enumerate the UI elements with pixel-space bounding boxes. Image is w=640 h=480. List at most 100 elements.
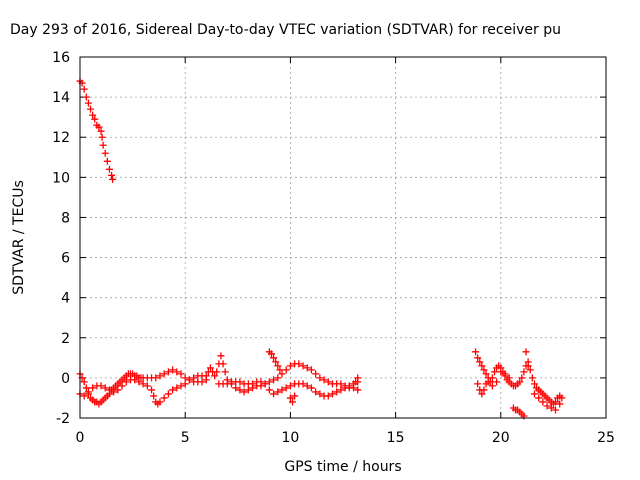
data-point bbox=[152, 374, 160, 382]
data-point bbox=[530, 390, 538, 398]
data-point bbox=[286, 394, 294, 402]
data-point bbox=[530, 380, 538, 388]
data-point bbox=[303, 364, 311, 372]
data-point bbox=[324, 392, 332, 400]
data-point bbox=[270, 390, 278, 398]
data-point bbox=[316, 374, 324, 382]
data-point bbox=[474, 380, 482, 388]
data-point bbox=[84, 99, 92, 107]
data-point bbox=[337, 380, 345, 388]
data-point bbox=[286, 382, 294, 390]
data-points bbox=[76, 77, 566, 420]
data-point bbox=[518, 374, 526, 382]
data-point bbox=[278, 370, 286, 378]
data-point bbox=[520, 368, 528, 376]
x-axis-label: GPS time / hours bbox=[284, 459, 401, 475]
data-point bbox=[337, 386, 345, 394]
data-point bbox=[282, 384, 290, 392]
data-point bbox=[282, 366, 290, 374]
data-point bbox=[169, 386, 177, 394]
y-tick-label: 10 bbox=[52, 170, 70, 186]
data-point bbox=[291, 392, 299, 400]
data-point bbox=[219, 360, 227, 368]
data-point bbox=[488, 374, 496, 382]
data-point bbox=[249, 380, 257, 388]
data-point bbox=[526, 366, 534, 374]
data-point bbox=[89, 384, 97, 392]
data-point bbox=[206, 364, 214, 372]
data-point bbox=[98, 133, 106, 141]
data-point bbox=[143, 382, 151, 390]
data-point bbox=[478, 390, 486, 398]
y-tick-label: 2 bbox=[61, 331, 70, 347]
y-tick-label: 14 bbox=[52, 90, 70, 106]
data-point bbox=[501, 370, 509, 378]
data-point bbox=[135, 378, 143, 386]
y-tick-label: 4 bbox=[61, 291, 70, 307]
data-point bbox=[488, 382, 496, 390]
y-tick-label: -2 bbox=[56, 411, 70, 427]
data-point bbox=[160, 370, 168, 378]
data-point bbox=[524, 362, 532, 370]
plot-frame bbox=[79, 56, 607, 419]
data-point bbox=[516, 378, 524, 386]
data-point bbox=[354, 374, 362, 382]
data-point bbox=[312, 388, 320, 396]
data-point bbox=[312, 370, 320, 378]
data-point bbox=[274, 374, 282, 382]
x-tick-label: 25 bbox=[597, 430, 615, 446]
data-point bbox=[99, 141, 107, 149]
data-point bbox=[89, 111, 97, 119]
data-point bbox=[261, 380, 269, 388]
data-point bbox=[110, 388, 118, 396]
data-point bbox=[482, 370, 490, 378]
data-point bbox=[257, 378, 265, 386]
data-point bbox=[213, 368, 221, 376]
data-point bbox=[198, 378, 206, 386]
data-point bbox=[556, 400, 564, 408]
chart-title: Day 293 of 2016, Sidereal Day-to-day VTE… bbox=[10, 22, 561, 38]
data-point bbox=[552, 406, 560, 414]
data-point bbox=[505, 374, 513, 382]
x-tick-label: 5 bbox=[181, 430, 190, 446]
data-point bbox=[80, 85, 88, 93]
y-axis-label: SDTVAR / TECUs bbox=[11, 180, 27, 295]
data-point bbox=[105, 386, 113, 394]
data-point bbox=[185, 376, 193, 384]
data-point bbox=[476, 358, 484, 366]
x-tick-label: 10 bbox=[281, 430, 299, 446]
data-point bbox=[82, 384, 90, 392]
data-point bbox=[484, 378, 492, 386]
data-point bbox=[131, 376, 139, 384]
data-point bbox=[80, 392, 88, 400]
data-point bbox=[480, 386, 488, 394]
data-point bbox=[156, 398, 164, 406]
data-point bbox=[164, 368, 172, 376]
data-point bbox=[354, 386, 362, 394]
data-point bbox=[169, 366, 177, 374]
y-tick-label: 0 bbox=[61, 371, 70, 387]
data-point bbox=[108, 171, 116, 179]
data-point bbox=[148, 386, 156, 394]
x-tick-label: 20 bbox=[492, 430, 510, 446]
data-point bbox=[558, 394, 566, 402]
data-point bbox=[286, 362, 294, 370]
data-point bbox=[240, 388, 248, 396]
data-point bbox=[223, 380, 231, 388]
data-point bbox=[267, 350, 275, 358]
data-point bbox=[480, 366, 488, 374]
data-point bbox=[114, 386, 122, 394]
data-point bbox=[474, 354, 482, 362]
data-point bbox=[164, 390, 172, 398]
data-point bbox=[101, 384, 109, 392]
data-point bbox=[299, 380, 307, 388]
x-tick-label: 15 bbox=[387, 430, 405, 446]
data-point bbox=[350, 384, 358, 392]
data-point bbox=[543, 402, 551, 410]
data-point bbox=[217, 352, 225, 360]
data-point bbox=[236, 386, 244, 394]
data-point bbox=[232, 384, 240, 392]
data-point bbox=[211, 372, 219, 380]
data-point bbox=[522, 348, 530, 356]
